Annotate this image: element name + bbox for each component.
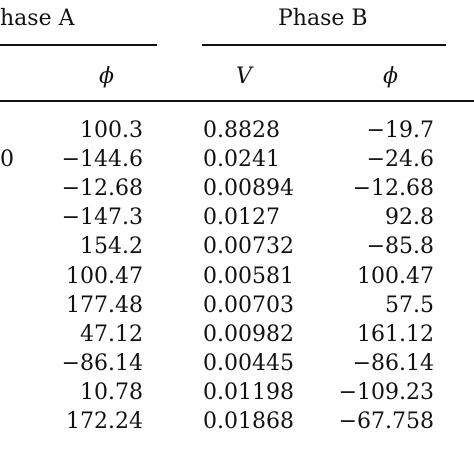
phi-b-cell: −109.23 <box>338 380 434 405</box>
phi-b-cell: 92.8 <box>385 205 434 230</box>
phi-a-cell: 47.12 <box>80 322 143 347</box>
v-b-column-header: V <box>236 64 252 89</box>
v-b-cell: 0.00445 <box>203 351 294 376</box>
phi-a-cell: 154.2 <box>80 234 143 259</box>
phi-a-cell: −144.6 <box>61 147 143 172</box>
phase-a-header: hase A <box>0 6 75 31</box>
v-b-cell: 0.8828 <box>203 118 280 143</box>
phi-a-cell: 10.78 <box>80 380 143 405</box>
phi-a-cell: 177.48 <box>66 293 143 318</box>
left-label-cell: 0 <box>0 147 14 172</box>
phase-b-header: Phase B <box>278 6 368 31</box>
v-b-cell: 0.00894 <box>203 176 294 201</box>
phi-b-cell: −12.68 <box>352 176 434 201</box>
v-b-cell: 0.01198 <box>203 380 294 405</box>
v-b-cell: 0.00703 <box>203 293 294 318</box>
phi-a-cell: 100.47 <box>66 264 143 289</box>
phi-b-cell: −24.6 <box>366 147 434 172</box>
phi-b-column-header: ϕ <box>383 64 398 89</box>
v-b-cell: 0.00581 <box>203 264 294 289</box>
v-b-cell: 0.0127 <box>203 205 280 230</box>
phi-b-cell: −67.758 <box>338 409 434 434</box>
phase-b-rule <box>202 44 446 46</box>
phi-a-cell: −12.68 <box>61 176 143 201</box>
v-b-cell: 0.0241 <box>203 147 280 172</box>
phi-b-cell: −85.8 <box>366 234 434 259</box>
phi-a-column-header: ϕ <box>99 64 114 89</box>
phi-a-cell: −86.14 <box>61 351 143 376</box>
v-b-cell: 0.00982 <box>203 322 294 347</box>
phi-b-cell: −86.14 <box>352 351 434 376</box>
v-b-cell: 0.00732 <box>203 234 294 259</box>
phi-b-cell: 161.12 <box>357 322 434 347</box>
phi-a-cell: 100.3 <box>80 118 143 143</box>
phi-b-cell: −19.7 <box>366 118 434 143</box>
phi-a-cell: −147.3 <box>61 205 143 230</box>
phi-b-cell: 100.47 <box>357 264 434 289</box>
v-b-cell: 0.01868 <box>203 409 294 434</box>
header-midrule <box>0 100 474 102</box>
phase-a-rule <box>0 44 157 46</box>
phi-b-cell: 57.5 <box>385 293 434 318</box>
phi-a-cell: 172.24 <box>66 409 143 434</box>
